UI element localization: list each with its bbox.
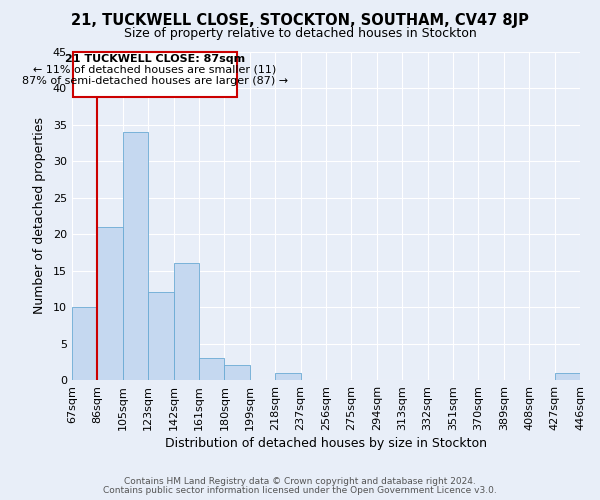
Bar <box>199 358 224 380</box>
FancyBboxPatch shape <box>73 52 237 97</box>
Text: 87% of semi-detached houses are larger (87) →: 87% of semi-detached houses are larger (… <box>22 76 288 86</box>
Text: 21 TUCKWELL CLOSE: 87sqm: 21 TUCKWELL CLOSE: 87sqm <box>65 54 245 64</box>
Bar <box>173 263 199 380</box>
Bar <box>275 373 301 380</box>
Text: ← 11% of detached houses are smaller (11): ← 11% of detached houses are smaller (11… <box>34 64 277 74</box>
Text: Size of property relative to detached houses in Stockton: Size of property relative to detached ho… <box>124 28 476 40</box>
Text: Contains public sector information licensed under the Open Government Licence v3: Contains public sector information licen… <box>103 486 497 495</box>
Text: Contains HM Land Registry data © Crown copyright and database right 2024.: Contains HM Land Registry data © Crown c… <box>124 477 476 486</box>
Y-axis label: Number of detached properties: Number of detached properties <box>33 118 46 314</box>
Bar <box>554 373 580 380</box>
Bar <box>123 132 148 380</box>
X-axis label: Distribution of detached houses by size in Stockton: Distribution of detached houses by size … <box>165 437 487 450</box>
Bar <box>224 366 250 380</box>
Text: 21, TUCKWELL CLOSE, STOCKTON, SOUTHAM, CV47 8JP: 21, TUCKWELL CLOSE, STOCKTON, SOUTHAM, C… <box>71 12 529 28</box>
Bar <box>97 226 123 380</box>
Bar <box>72 307 97 380</box>
Bar <box>148 292 173 380</box>
